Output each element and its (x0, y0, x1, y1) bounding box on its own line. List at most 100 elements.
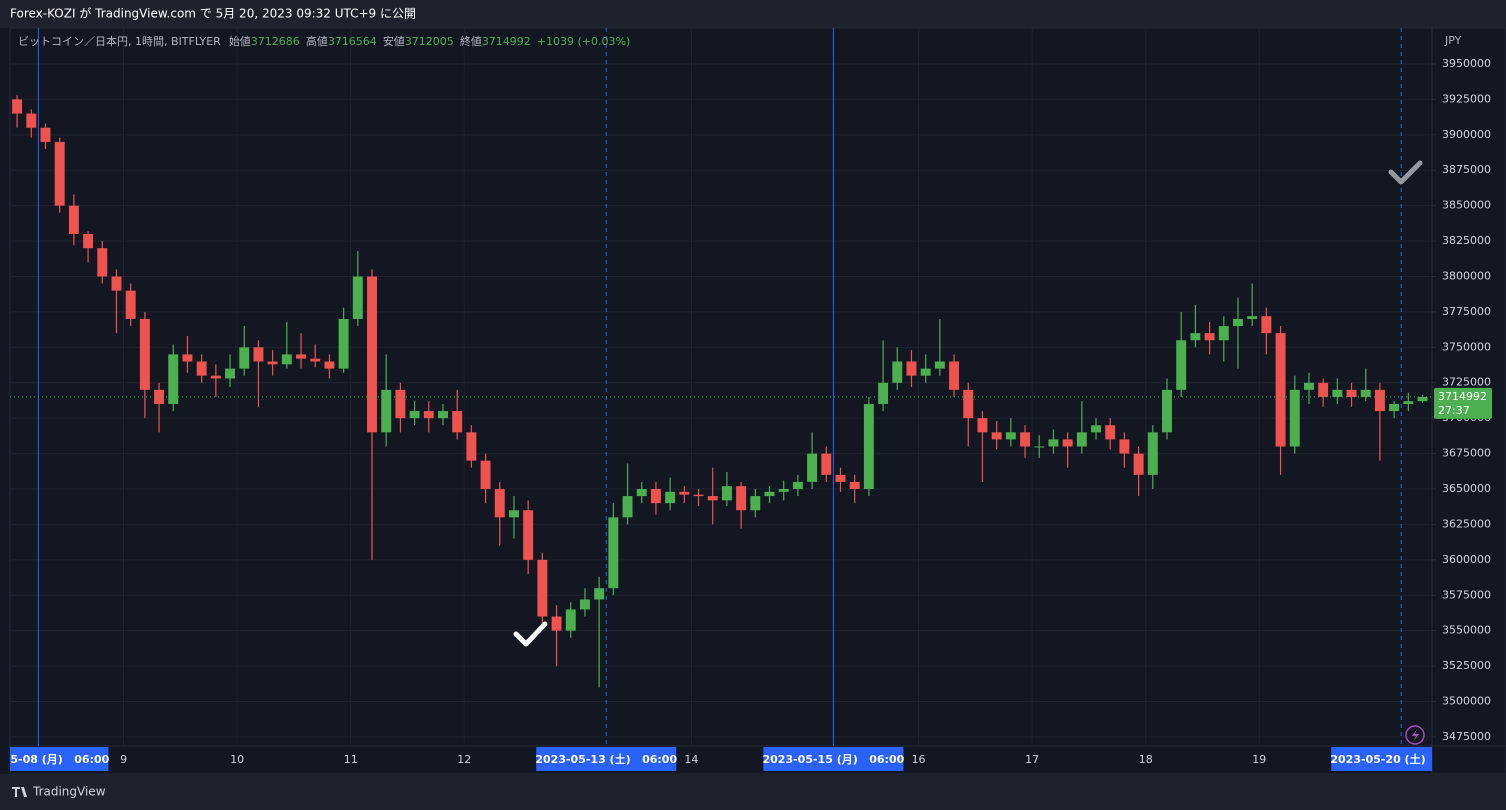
x-tick-label: 10 (230, 753, 244, 766)
candle-body (679, 491, 690, 495)
candle-body (977, 418, 988, 433)
candle-body (1403, 401, 1414, 405)
candle-body (1218, 326, 1229, 341)
candle-body (83, 233, 94, 249)
candle-body (338, 318, 349, 369)
candle-body (778, 489, 789, 492)
legend-label: 安値 (383, 34, 405, 48)
candle-body (906, 361, 917, 376)
candle-body (1346, 389, 1357, 397)
candle-body (267, 361, 278, 365)
alert-bolt (1412, 729, 1419, 742)
x-tick-label: 17 (1025, 753, 1039, 766)
candle-body (225, 368, 236, 379)
marker-label: 2023-05-15 (月) 06:00 (763, 753, 905, 766)
footer-bar (0, 774, 1506, 810)
legend-change: +1039 (+0.03%) (537, 35, 630, 48)
candle-body (253, 347, 264, 362)
candle-body (721, 486, 732, 501)
chart-frame (9, 27, 1506, 775)
legend-label: 高値 (306, 34, 328, 48)
candle-body (26, 113, 37, 128)
marker-box (763, 747, 904, 771)
last-price-label: 3714992 (1438, 390, 1487, 403)
candle-body (821, 453, 832, 475)
candle-body (54, 141, 65, 206)
candle-body (1332, 389, 1343, 397)
candles (10, 95, 1432, 688)
y-tick-label: 3550000 (1442, 624, 1491, 637)
y-tick-label: 3575000 (1442, 588, 1491, 601)
candle-body (1389, 404, 1400, 412)
legend-label: 始値 (229, 34, 251, 48)
legend-value: 3716564 (328, 35, 377, 48)
countdown-label: 27:37 (1438, 404, 1470, 417)
candle-body (863, 404, 874, 490)
candle-body (991, 432, 1002, 440)
marker-box (1331, 747, 1432, 771)
candle-body (565, 609, 576, 631)
candle-body (494, 489, 505, 518)
candle-body (154, 389, 165, 405)
candle-body (395, 389, 406, 419)
y-tick-label: 3675000 (1442, 447, 1491, 460)
legend: ビットコイン／日本円, 1時間, BITFLYER 始値3712686 高値3716… (18, 34, 630, 48)
candle-body (1048, 439, 1059, 447)
y-tick-label: 3500000 (1442, 695, 1491, 708)
candle-body (40, 127, 51, 142)
candle-body (168, 354, 179, 405)
alert-icon[interactable] (1405, 725, 1425, 745)
marker-box (10, 747, 109, 771)
candle-body (807, 453, 818, 482)
candle-body (367, 276, 377, 433)
candle-body (452, 411, 463, 433)
candle-body (1034, 446, 1045, 448)
candle-body (1374, 389, 1385, 412)
check-icon (1388, 160, 1423, 185)
marker-label: 2023-05-20 (土) 06:00 (1330, 752, 1472, 766)
candle-body (736, 486, 747, 511)
tv-logo (12, 787, 27, 797)
candle-body (579, 599, 590, 610)
candle-body (239, 347, 250, 369)
candle-body (750, 496, 761, 511)
candle-body (438, 411, 448, 419)
candle-body (1062, 439, 1073, 447)
candle-body (920, 368, 931, 376)
candle-body (608, 517, 619, 589)
candle-body (97, 248, 108, 277)
candle-body (892, 361, 903, 383)
candle-body (1289, 389, 1300, 447)
candle-body (1204, 333, 1215, 341)
x-tick-label: 18 (1139, 753, 1153, 766)
candle-body (480, 460, 491, 490)
footer-brand: TradingView (32, 785, 106, 799)
publish-title: Forex-KOZI が TradingView.com で 5月 20, 20… (10, 6, 416, 21)
y-tick-label: 3650000 (1442, 482, 1491, 495)
y-tick-label: 3475000 (1442, 730, 1491, 743)
candle-body (1176, 340, 1187, 390)
candle-body (523, 510, 534, 560)
y-tick-label: 3625000 (1442, 517, 1491, 530)
candle-body (1076, 432, 1087, 447)
y-tick-label: 3525000 (1442, 659, 1491, 672)
candle-body (196, 361, 207, 376)
candle-body (622, 496, 633, 518)
y-tick-label: 3775000 (1442, 305, 1491, 318)
candle-body (949, 361, 960, 390)
candle-body (1275, 333, 1286, 447)
candle-body (409, 411, 420, 419)
y-tick-label: 3725000 (1442, 376, 1491, 389)
y-tick-label: 3875000 (1442, 163, 1491, 176)
symbol: ビットコイン／日本円, 1時間, BITFLYER (18, 34, 221, 48)
candle-body (466, 432, 477, 461)
x-tick-label: 16 (912, 753, 926, 766)
legend-value: 3712686 (251, 35, 300, 48)
x-tick-label: 12 (457, 753, 471, 766)
currency: JPY (1444, 34, 1462, 47)
candle-body (12, 99, 23, 114)
candle-body (707, 496, 718, 501)
candle-body (934, 361, 945, 369)
y-tick-label: 3600000 (1442, 553, 1491, 566)
candle-body (1190, 333, 1201, 341)
